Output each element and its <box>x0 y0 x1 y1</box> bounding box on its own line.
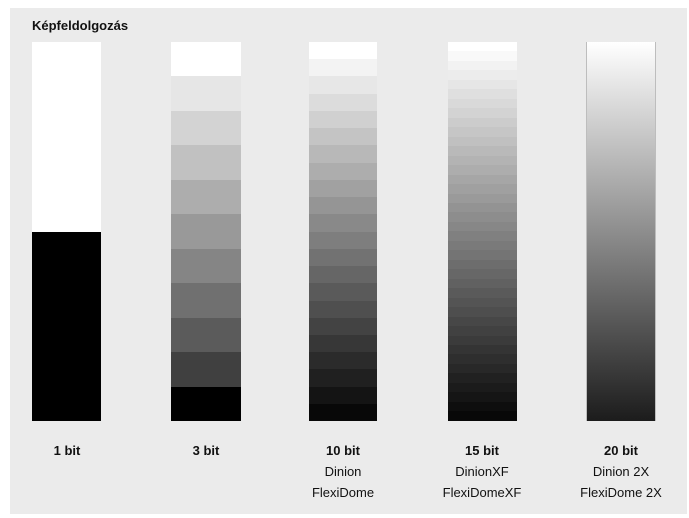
gray-level-step <box>309 197 377 215</box>
caption-20-bit: 20 bit Dinion 2X FlexiDome 2X <box>561 440 681 503</box>
gray-level-step <box>309 59 377 77</box>
gray-level-step <box>448 411 517 421</box>
gray-level-step <box>309 248 377 267</box>
gray-level-step <box>448 89 517 99</box>
camera-model-label: FlexiDomeXF <box>442 485 522 500</box>
gray-level-step <box>448 250 517 260</box>
gray-level-step <box>448 392 517 402</box>
gray-level-step <box>309 334 377 353</box>
grayscale-bar-1-bit <box>32 42 101 421</box>
caption-3-bit: 3 bit <box>161 440 251 461</box>
gray-level-step <box>309 403 377 421</box>
bit-depth-label: 15 bit <box>465 443 499 458</box>
gray-level-step <box>448 174 517 185</box>
gray-level-step <box>309 214 377 232</box>
camera-model-label: Dinion <box>324 464 362 479</box>
camera-model-label: Dinion 2X <box>592 464 650 479</box>
gray-level-step <box>448 212 517 222</box>
gray-level-step <box>309 231 377 249</box>
gray-level-step <box>171 145 241 180</box>
gray-level-step <box>448 108 517 118</box>
gray-level-step <box>309 300 377 318</box>
gray-level-step <box>309 76 377 94</box>
gray-level-step <box>171 76 241 111</box>
gray-level-step <box>448 60 517 71</box>
gray-level-step <box>171 42 241 77</box>
grayscale-bar-10-bit <box>309 42 377 421</box>
figure-panel: Képfeldolgozás 1 bit 3 bit 10 bit Dinion… <box>10 8 687 514</box>
gray-level-step <box>448 307 517 317</box>
gray-level-step <box>448 335 517 345</box>
gray-level-step <box>448 155 517 166</box>
gray-level-step <box>309 352 377 370</box>
gray-level-step <box>448 98 517 109</box>
gray-level-step <box>309 42 377 60</box>
gray-level-step <box>448 193 517 203</box>
gray-level-step <box>32 231 101 421</box>
gray-level-step <box>448 79 517 90</box>
gray-level-step <box>309 386 377 404</box>
gray-level-step <box>32 42 101 232</box>
gray-level-step <box>309 283 377 301</box>
gray-level-step <box>171 317 241 353</box>
gray-level-step <box>309 145 377 163</box>
bit-depth-label: 1 bit <box>53 443 81 458</box>
gray-level-step <box>448 221 517 232</box>
gray-level-step <box>448 288 517 298</box>
gray-level-step <box>448 165 517 175</box>
camera-model-label: FlexiDome <box>311 485 375 500</box>
gray-level-step <box>448 70 517 80</box>
gray-level-step <box>171 352 241 387</box>
gray-level-step <box>309 369 377 387</box>
gray-level-step <box>309 128 377 146</box>
gray-level-step <box>309 93 377 111</box>
gray-level-step <box>448 278 517 289</box>
gray-level-step <box>171 386 241 421</box>
gray-level-step <box>448 240 517 251</box>
gray-level-step <box>448 51 517 61</box>
gray-level-step <box>448 42 517 52</box>
camera-model-label: DinionXF <box>455 464 509 479</box>
bit-depth-label: 10 bit <box>326 443 360 458</box>
gray-level-step <box>448 326 517 336</box>
gray-level-step <box>171 179 241 215</box>
gray-level-step <box>309 110 377 129</box>
gray-level-step <box>309 266 377 284</box>
gray-level-step <box>309 317 377 335</box>
bit-depth-label: 3 bit <box>192 443 220 458</box>
grayscale-bar-15-bit <box>448 42 517 421</box>
gray-level-step <box>448 373 517 383</box>
gray-level-step <box>448 382 517 393</box>
gray-level-step <box>448 401 517 412</box>
gray-level-step <box>448 231 517 241</box>
gray-level-step <box>448 136 517 147</box>
gray-level-step <box>448 127 517 137</box>
figure-title: Képfeldolgozás <box>32 18 129 33</box>
gray-level-step <box>448 259 517 270</box>
camera-model-label: FlexiDome 2X <box>580 485 662 500</box>
gray-level-step <box>171 283 241 318</box>
gray-level-step <box>448 297 517 308</box>
grayscale-bar-3-bit <box>171 42 241 421</box>
gray-level-step <box>171 214 241 249</box>
gray-level-step <box>171 248 241 284</box>
bit-depth-label: 20 bit <box>604 443 638 458</box>
gray-level-step <box>448 363 517 374</box>
gray-level-step <box>448 184 517 194</box>
gray-level-step <box>171 110 241 146</box>
gray-level-step <box>448 146 517 156</box>
grayscale-bar-20-bit <box>586 42 656 421</box>
gray-level-step <box>448 117 517 128</box>
gray-level-step <box>448 345 517 355</box>
gray-level-step <box>309 179 377 198</box>
gray-level-step <box>448 202 517 213</box>
caption-10-bit: 10 bit Dinion FlexiDome <box>288 440 398 503</box>
gray-level-step <box>448 354 517 364</box>
caption-1-bit: 1 bit <box>22 440 112 461</box>
gray-level-step <box>309 162 377 180</box>
caption-15-bit: 15 bit DinionXF FlexiDomeXF <box>427 440 537 503</box>
gray-level-step <box>448 316 517 327</box>
gray-level-step <box>448 269 517 279</box>
